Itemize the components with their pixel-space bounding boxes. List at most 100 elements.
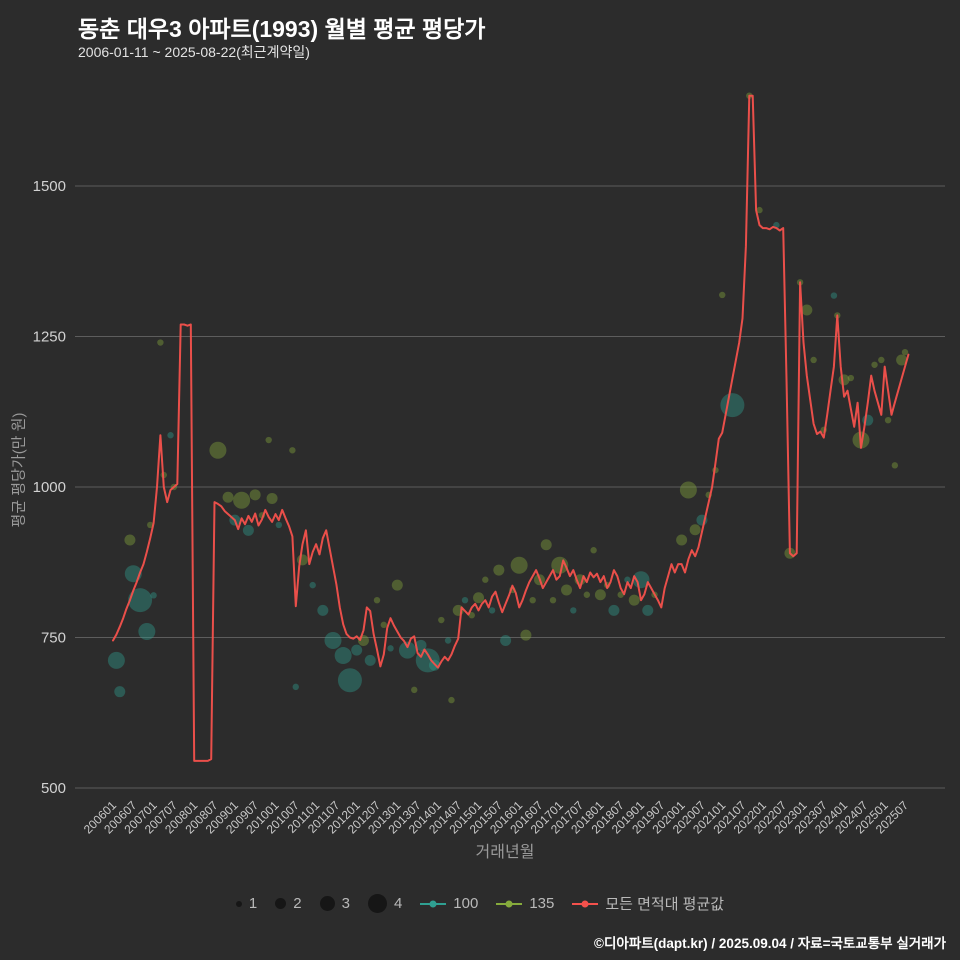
data-bubble	[590, 547, 597, 554]
data-bubble	[561, 584, 573, 596]
data-bubble	[157, 339, 164, 346]
data-bubble	[642, 604, 654, 616]
data-bubble	[624, 576, 631, 583]
data-bubble	[150, 592, 157, 599]
data-bubble	[493, 564, 505, 576]
legend-size-3-label: 3	[341, 895, 350, 912]
page-title: 동춘 대우3 아파트(1993) 월별 평균 평당가	[78, 16, 486, 42]
data-bubble	[309, 581, 316, 589]
y-tick-label: 1000	[33, 479, 66, 496]
data-bubble	[540, 539, 552, 551]
data-bubble	[387, 645, 394, 652]
data-bubble	[570, 607, 577, 614]
data-bubble	[334, 647, 352, 665]
data-bubble	[838, 374, 850, 386]
data-bubble	[468, 612, 475, 619]
data-bubble	[351, 644, 363, 656]
size-dot-4-icon	[367, 894, 387, 913]
data-bubble	[167, 432, 174, 439]
size-dot-3-icon	[319, 896, 335, 911]
data-bubble	[847, 374, 855, 382]
legend-series-100-label: 100	[453, 895, 479, 912]
data-bubble	[510, 556, 528, 574]
data-bubble	[583, 591, 591, 598]
chart-canvas: 5007501000125015002006012006072007012007…	[33, 92, 945, 836]
data-bubble	[801, 304, 813, 316]
data-bubble	[461, 596, 469, 604]
data-bubble	[482, 576, 489, 583]
data-bubble	[594, 589, 606, 601]
data-bubble	[266, 492, 278, 504]
data-bubble	[324, 632, 342, 650]
legend-series-135-label: 135	[529, 895, 555, 912]
y-tick-label: 1250	[33, 329, 66, 346]
data-bubble	[810, 356, 817, 364]
data-bubble	[398, 641, 416, 659]
data-bubble	[719, 291, 726, 299]
y-tick-label: 750	[41, 630, 66, 647]
data-bubble	[617, 591, 624, 598]
data-bubble	[222, 491, 234, 503]
size-dot-1-icon	[235, 900, 242, 907]
data-bubble	[473, 592, 485, 604]
y-tick-label: 500	[41, 780, 66, 797]
x-axis-label: 거래년월	[475, 844, 535, 861]
data-bubble	[891, 462, 899, 469]
legend: 1 2 3 4 100 135	[0, 893, 960, 914]
average-line	[112, 94, 910, 762]
data-bubble	[265, 436, 272, 444]
data-bubble	[488, 607, 496, 614]
data-bubble	[830, 292, 838, 299]
data-bubble	[128, 588, 153, 613]
data-bubble	[549, 596, 557, 604]
legend-series-135[interactable]: 135	[496, 895, 554, 912]
data-bubble	[676, 534, 688, 546]
data-bubble	[632, 571, 650, 589]
data-bubble	[448, 696, 455, 704]
legend-series-100[interactable]: 100	[420, 895, 478, 912]
legend-size-2-label: 2	[293, 895, 302, 912]
size-dot-2-icon	[275, 898, 287, 909]
legend-size-3: 3	[319, 895, 350, 912]
legend-series-average-label: 모든 면적대 평균값	[605, 896, 725, 913]
data-bubble	[720, 393, 745, 418]
data-bubble	[337, 668, 362, 693]
data-bubble	[138, 622, 156, 640]
data-bubble	[529, 596, 536, 604]
data-bubble	[689, 524, 701, 536]
data-bubble	[107, 651, 125, 669]
data-bubble	[415, 639, 427, 651]
data-bubble	[679, 481, 697, 499]
data-bubble	[884, 416, 892, 424]
y-tick-label: 1500	[33, 178, 66, 195]
data-bubble	[289, 447, 296, 454]
series-100-marker-icon	[420, 900, 447, 907]
data-bubble	[317, 604, 329, 616]
page-subtitle: 2006-01-11 ~ 2025-08-22(최근계약일)	[78, 44, 310, 60]
legend-series-average[interactable]: 모든 면적대 평균값	[572, 893, 724, 914]
data-bubble	[878, 356, 885, 364]
data-bubble	[444, 637, 452, 644]
legend-size-1: 1	[235, 895, 258, 912]
legend-size-4-label: 4	[393, 895, 403, 912]
data-bubble	[233, 491, 251, 509]
data-bubble	[380, 621, 387, 629]
data-bubble	[500, 635, 512, 647]
data-bubble	[124, 534, 136, 546]
data-bubble	[249, 489, 261, 501]
data-bubble	[628, 594, 640, 606]
credit-text: ©디아파트(dapt.kr) / 2025.09.04 / 자료=국토교통부 실…	[594, 936, 946, 951]
data-bubble	[391, 579, 403, 591]
data-bubble	[292, 683, 299, 691]
data-bubble	[364, 654, 376, 666]
data-bubble	[756, 206, 763, 214]
data-bubble	[209, 441, 227, 459]
data-bubble	[373, 596, 381, 604]
data-bubble	[608, 604, 620, 616]
data-bubble	[114, 686, 126, 698]
legend-size-1-label: 1	[248, 895, 258, 912]
data-bubble	[901, 348, 909, 356]
data-bubble	[896, 354, 908, 366]
series-average-marker-icon	[572, 900, 599, 907]
